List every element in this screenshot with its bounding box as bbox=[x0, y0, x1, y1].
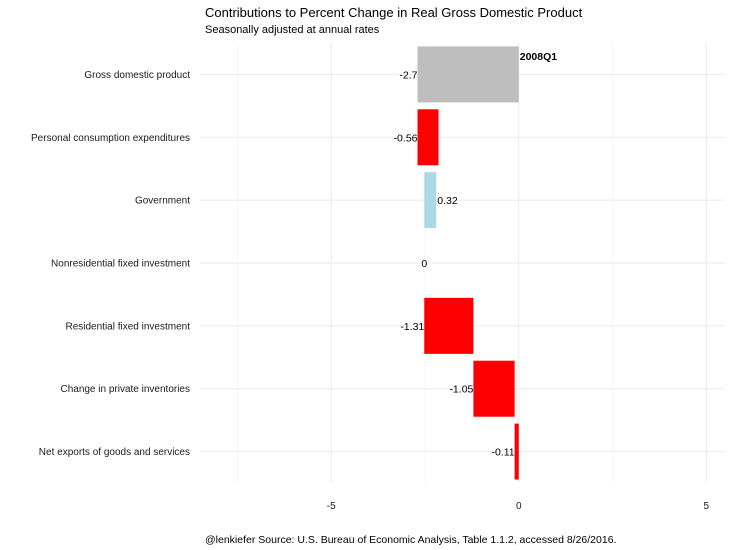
grid-lines bbox=[200, 43, 725, 483]
bar-change-in-private-inventories bbox=[473, 360, 515, 417]
x-tick-label: -5 bbox=[327, 501, 336, 512]
bar-government bbox=[424, 172, 437, 229]
category-label: Nonresidential fixed investment bbox=[51, 259, 190, 270]
value-label: 0.32 bbox=[437, 195, 458, 207]
bar-personal-consumption-expenditures bbox=[417, 109, 439, 166]
period-label: 2008Q1 bbox=[520, 51, 558, 63]
chart-subtitle: Seasonally adjusted at annual rates bbox=[205, 24, 380, 36]
bar-gross-domestic-product bbox=[417, 46, 519, 103]
source-caption: @lenkiefer Source: U.S. Bureau of Econom… bbox=[205, 534, 617, 546]
category-label: Change in private inventories bbox=[60, 384, 190, 395]
category-labels: Gross domestic product Personal consumpti… bbox=[31, 70, 190, 458]
value-label: -1.31 bbox=[400, 321, 424, 333]
x-tick-label: 5 bbox=[703, 501, 709, 512]
category-label: Gross domestic product bbox=[84, 70, 190, 81]
value-label: -1.05 bbox=[449, 384, 473, 396]
category-label: Government bbox=[135, 196, 190, 207]
category-label: Net exports of goods and services bbox=[39, 447, 190, 458]
bar-residential-fixed-investment bbox=[424, 297, 474, 354]
value-label: -0.11 bbox=[491, 447, 514, 459]
value-label: -0.56 bbox=[394, 132, 418, 144]
value-label: 0 bbox=[421, 258, 427, 270]
bar-net-exports-of-goods-and-services bbox=[514, 423, 519, 480]
x-tick-label: 0 bbox=[516, 501, 522, 512]
value-labels: -2.7 -0.56 0.32 0 -1.31 -1.05 -0.11 2008Q1 bbox=[394, 51, 558, 459]
x-axis-ticks: -5 0 5 bbox=[327, 501, 710, 512]
chart-title: Contributions to Percent Change in Real … bbox=[205, 5, 583, 20]
bars bbox=[417, 46, 519, 480]
category-label: Residential fixed investment bbox=[65, 321, 190, 332]
value-label: -2.7 bbox=[399, 69, 417, 81]
category-label: Personal consumption expenditures bbox=[31, 133, 190, 144]
